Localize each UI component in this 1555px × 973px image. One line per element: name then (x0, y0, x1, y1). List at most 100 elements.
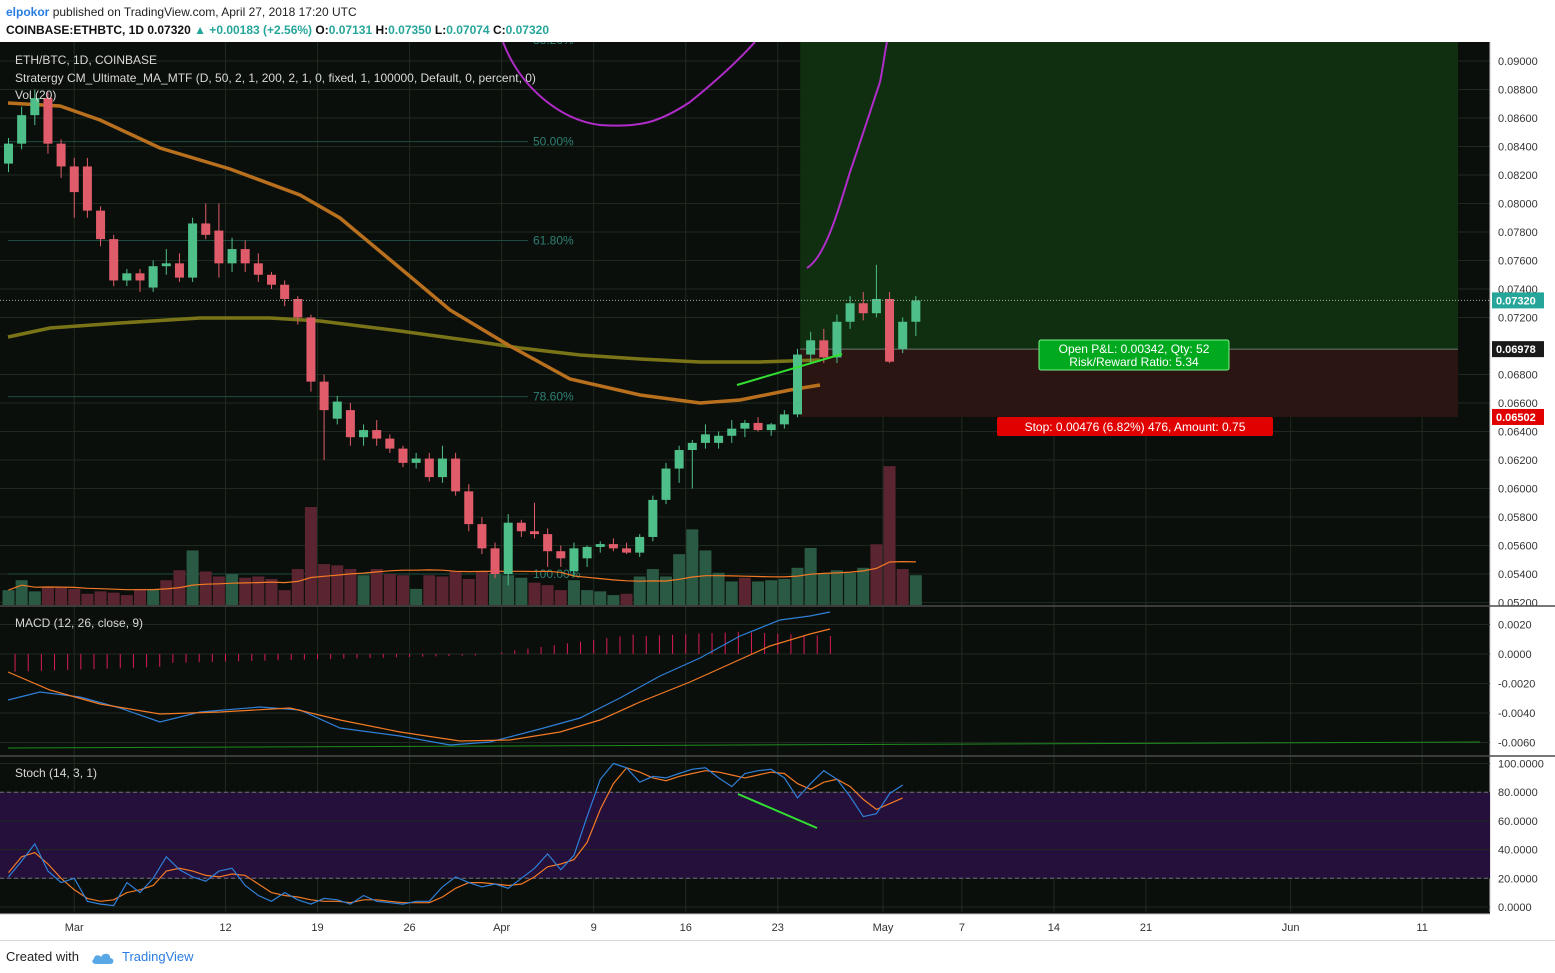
candles (4, 89, 921, 586)
candle-body (582, 546, 592, 559)
volume-bar (870, 544, 883, 605)
volume-bar (909, 575, 922, 605)
volume-bar (147, 588, 160, 605)
volume-bar (594, 591, 607, 605)
tradingview-brand-link[interactable]: TradingView (122, 949, 194, 964)
ohlc-line: COINBASE:ETHBTC, 1D 0.07320 ▲ +0.00183 (… (6, 23, 549, 37)
candle-body (148, 266, 158, 288)
macd-line (7, 611, 831, 746)
symbol-label: COINBASE:ETHBTC, 1D (6, 23, 145, 37)
volume-bar (778, 578, 791, 605)
volume-bar (186, 550, 199, 605)
candle-body (372, 430, 382, 439)
candle-body (109, 239, 119, 281)
stop-box-bg (997, 417, 1273, 436)
macd-trendline (7, 741, 1481, 749)
volume-bar (212, 576, 225, 605)
candle-body (332, 401, 342, 419)
candle-body (779, 414, 789, 425)
volume-bar (817, 574, 830, 605)
candle-body (793, 354, 802, 415)
volume-bar (278, 590, 291, 605)
candle-body (595, 544, 605, 547)
volume-bar (515, 577, 528, 605)
candle-body (543, 534, 553, 552)
candle-body (4, 143, 13, 164)
pnl-box-bg (1038, 339, 1230, 371)
signal-line (7, 628, 831, 742)
candle-body (398, 448, 408, 463)
price-tick-label: 0.05200 (1498, 598, 1538, 610)
candle-body (714, 435, 724, 443)
candle-body (385, 438, 395, 449)
candle-body (661, 468, 671, 500)
fib-level-label: 100.00% (533, 567, 581, 581)
candle-body (530, 531, 539, 535)
candle-body (240, 249, 250, 264)
open-label: O: (315, 23, 329, 37)
candle-body (648, 499, 658, 537)
price-tick-label: 0.08600 (1498, 113, 1538, 125)
candle-body (188, 223, 198, 278)
time-tick-label: 12 (219, 922, 231, 934)
price-tick-label: 0.08000 (1498, 199, 1538, 211)
candle-body (674, 450, 684, 469)
time-tick-label: 26 (403, 922, 415, 934)
entry-price-tag-bg (1492, 341, 1544, 358)
band-curve-line (806, 42, 888, 269)
volume-bar (41, 586, 54, 605)
candle-body (214, 230, 224, 264)
stoch-d-line (8, 767, 903, 904)
volume-bar (633, 576, 646, 605)
ma-200-line (7, 316, 821, 364)
candle-body (885, 298, 895, 362)
candle-body (319, 381, 329, 411)
time-tick-label: Jun (1282, 922, 1300, 934)
price-tick-label: 0.05600 (1498, 541, 1538, 553)
last-price-tag-bg (1492, 292, 1544, 309)
time-tick-label: Mar (65, 922, 84, 934)
high-value: 0.07350 (388, 23, 432, 37)
candle-body (96, 210, 106, 240)
stoch-tick-label: 60.0000 (1498, 816, 1538, 828)
candle-body (359, 430, 369, 438)
price-tick-label: 0.05800 (1498, 512, 1538, 524)
low-label: L: (434, 23, 447, 37)
volume-bar (2, 590, 15, 605)
candle-body (253, 263, 263, 275)
volume-bar (581, 590, 594, 605)
volume-bar (199, 571, 212, 605)
volume-bar (699, 550, 712, 605)
stoch-divergence-line (737, 793, 818, 829)
time-tick-label: Apr (493, 922, 510, 934)
stop-price-tag: 0.06502 (1496, 412, 1536, 424)
candle-body (293, 298, 303, 318)
volume-bar (475, 571, 488, 605)
pnl-text: Open P&L: 0.00342, Qty: 52 (1059, 342, 1210, 356)
candle-body (687, 442, 697, 451)
volume-bar (554, 590, 567, 605)
price-tick-label: 0.05400 (1498, 569, 1538, 581)
candle-body (477, 524, 487, 549)
stoch-tick-label: 0.0000 (1498, 902, 1532, 914)
volume-bar (712, 572, 725, 605)
candle-body (227, 249, 237, 264)
volume-bar (304, 507, 317, 605)
candle-body (490, 548, 500, 574)
price-axis: 0.09000 0.08800 0.08600 0.08400 0.08200 0.080… (1489, 42, 1544, 912)
axis-background (1490, 42, 1555, 940)
stoch-tick-label: 20.0000 (1498, 873, 1538, 885)
volume-bar (883, 466, 896, 605)
volume-bar (896, 569, 909, 605)
time-tick-label: 14 (1048, 922, 1060, 934)
volume-bar (791, 567, 804, 605)
tradingview-cloud-icon (91, 953, 113, 964)
author-link[interactable]: elpokor (6, 5, 50, 19)
volume-bar (752, 581, 765, 605)
chart-canvas[interactable]: 38.20% 50.00% 61.80% 78.60% 100.00% ETH/BTC, … (0, 42, 1555, 940)
close-value: 0.07320 (505, 23, 550, 37)
volume-bar (15, 580, 28, 605)
candle-body (911, 300, 921, 322)
candle-body (635, 536, 645, 553)
macd-tick-label: -0.0040 (1498, 708, 1535, 720)
